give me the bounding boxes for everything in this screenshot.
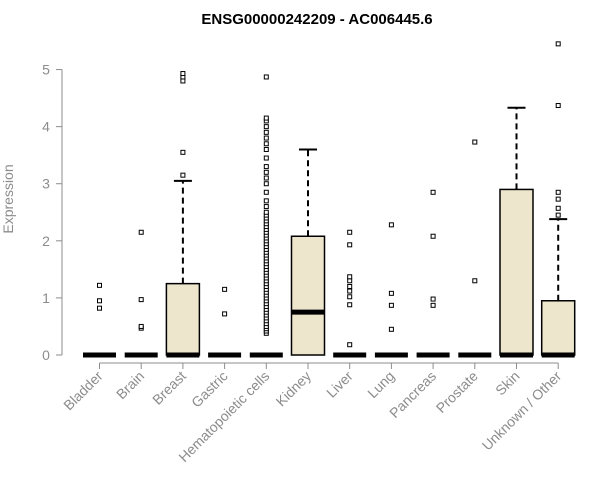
outlier-point (97, 305, 102, 311)
outlier-point (263, 115, 269, 121)
chart-title: ENSG00000242209 - AC006445.6 (201, 11, 432, 28)
outlier-point (180, 71, 186, 77)
outlier-point (555, 212, 561, 218)
outlier-point (263, 146, 269, 152)
outlier-point (263, 129, 269, 135)
outlier-point (388, 326, 394, 332)
x-tick-label: Prostate (433, 368, 481, 416)
box-group (83, 282, 116, 358)
outlier-point (180, 172, 186, 178)
outlier-point (263, 189, 269, 195)
outlier-point (138, 297, 144, 303)
x-tick-label: Unknown / Other (479, 368, 565, 454)
outlier-point (263, 169, 269, 175)
outlier-point (222, 286, 228, 292)
box-group (416, 189, 450, 358)
outlier-point (430, 302, 436, 308)
box-group (165, 71, 201, 358)
x-tick-label: Lung (364, 368, 397, 401)
outlier-point (263, 74, 269, 80)
box-group (249, 74, 283, 358)
outlier-point (263, 164, 269, 170)
box-group (374, 222, 408, 358)
outlier-point (180, 149, 186, 155)
x-tick-label: Skin (492, 368, 523, 399)
outlier-point (347, 288, 353, 294)
outlier-point (555, 103, 561, 109)
x-tick-label: Bladder (60, 368, 106, 414)
x-tick-label: Brain (113, 368, 147, 402)
box-iqr (165, 282, 201, 356)
outlier-point (347, 294, 353, 300)
box-group (124, 229, 158, 358)
outlier-point (388, 302, 394, 308)
box-iqr (499, 188, 534, 356)
outlier-point (263, 175, 269, 181)
outlier-point (180, 78, 186, 84)
outlier-point (347, 274, 353, 280)
outlier-point (263, 155, 269, 161)
outlier-point (347, 229, 353, 235)
outlier-point (388, 222, 394, 228)
x-tick-label: Kidney (273, 368, 315, 410)
box-iqr (290, 235, 326, 356)
y-tick-label: 5 (42, 62, 50, 78)
outlier-point (472, 139, 478, 145)
box-iqr (540, 300, 576, 356)
outlier-point (347, 302, 353, 308)
outlier-point (430, 233, 436, 239)
outlier-point (263, 135, 269, 141)
outlier-point (555, 41, 561, 47)
box-group (290, 148, 326, 356)
box-group (499, 106, 534, 358)
outlier-point (138, 323, 144, 329)
outlier-point (347, 283, 353, 289)
y-tick-label: 3 (42, 176, 50, 192)
y-axis-label: Expression (0, 164, 16, 233)
box-series (83, 41, 576, 358)
outlier-point (138, 229, 144, 235)
outlier-point (263, 181, 269, 187)
outlier-point (472, 278, 478, 284)
outlier-point (430, 189, 436, 195)
y-tick-label: 1 (42, 290, 50, 306)
x-tick-label: Breast (149, 368, 189, 408)
outlier-point (222, 311, 228, 317)
y-tick-label: 4 (42, 119, 50, 135)
outlier-point (555, 205, 561, 211)
outlier-point (263, 204, 269, 210)
outlier-point (263, 141, 269, 147)
outlier-point (263, 124, 269, 130)
y-tick-label: 0 (42, 347, 50, 363)
box-group (208, 286, 242, 358)
outlier-point (555, 196, 561, 202)
outlier-point (97, 298, 102, 304)
box-group (458, 139, 492, 358)
outlier-point (263, 198, 269, 204)
outlier-point (347, 342, 353, 348)
outlier-point (555, 189, 561, 195)
outlier-point (347, 242, 353, 248)
y-tick-label: 2 (42, 233, 50, 249)
outlier-point (347, 278, 353, 284)
outlier-point (430, 296, 436, 302)
box-group (333, 229, 367, 358)
outlier-point (263, 209, 269, 215)
outlier-point (388, 290, 394, 296)
x-tick-label: Liver (323, 368, 356, 401)
outlier-point (97, 282, 102, 288)
y-axis: 0 1 2 3 4 5 (42, 62, 63, 363)
box-group (540, 41, 576, 358)
